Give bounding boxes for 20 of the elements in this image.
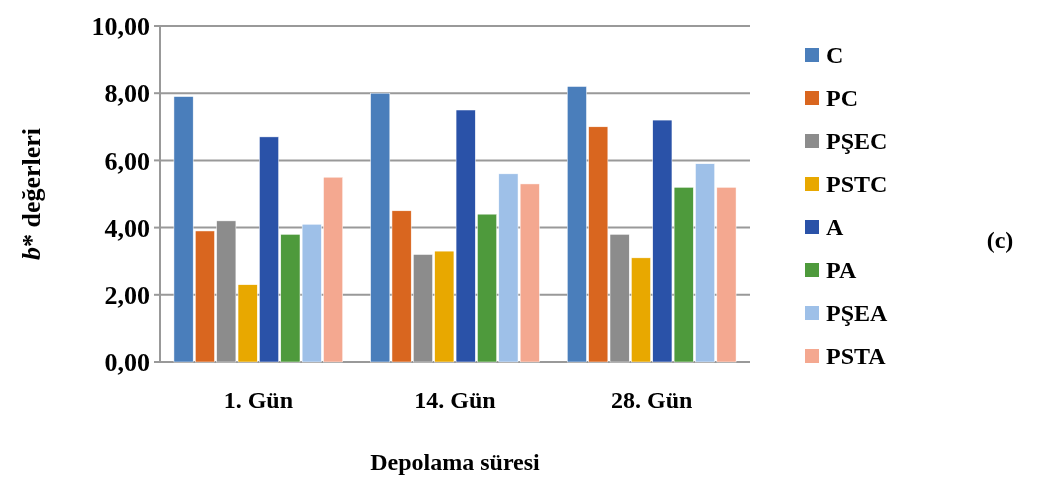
x-tick-label: 14. Gün — [414, 387, 496, 413]
text: (c) — [986, 227, 1014, 254]
legend-label: C — [826, 42, 844, 69]
x-tick-label: 28. Gün — [610, 387, 693, 413]
legend-label: PŞEC — [826, 128, 888, 155]
y-tick-label: 0,00 — [104, 348, 150, 378]
y-tick-label: 10,00 — [91, 12, 150, 42]
x-axis-title: Depolama süresi — [370, 449, 541, 475]
x-tick-label: 1. Gün — [223, 387, 294, 413]
y-tick-label: 2,00 — [104, 280, 150, 310]
legend-label: PA — [826, 257, 857, 284]
y-tick-label: 8,00 — [104, 79, 150, 109]
legend-label: PŞEA — [826, 300, 889, 327]
legend-label: PSTC — [826, 171, 888, 198]
y-axis-title: b* değerleri — [17, 127, 46, 261]
y-tick-label: 4,00 — [104, 213, 150, 243]
y-tick-label: 6,00 — [104, 146, 150, 176]
legend-label: PSTA — [826, 343, 887, 370]
legend-label: A — [826, 214, 844, 241]
legend-label: PC — [826, 85, 858, 112]
